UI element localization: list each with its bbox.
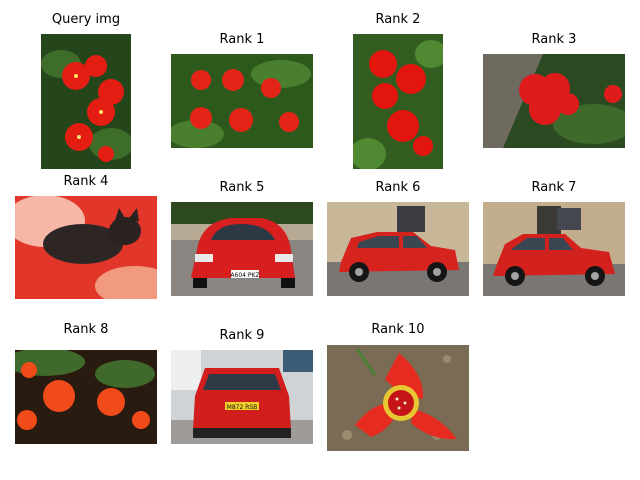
rank-1-caption: Rank 1 — [219, 32, 265, 47]
rank-5-cell: Rank 5 A604 PKZ — [170, 180, 314, 300]
rank-7-cell: Rank 7 — [482, 180, 626, 300]
rank-10-image — [327, 345, 469, 451]
rank-1-cell: Rank 1 — [170, 32, 314, 152]
rank-2-cell: Rank 2 — [348, 12, 448, 172]
rank-8-cell: Rank 8 — [14, 322, 158, 448]
rank-9-image: M872 RSB — [171, 350, 313, 444]
query-cell: Query img — [36, 12, 136, 172]
rank-3-cell: Rank 3 — [482, 32, 626, 152]
rank-5-caption: Rank 5 — [219, 180, 265, 195]
rank-5-image: A604 PKZ — [171, 202, 313, 296]
query-image — [41, 34, 131, 169]
rank-7-image — [483, 202, 625, 296]
rank-8-image — [15, 350, 157, 444]
rank-2-image — [353, 34, 443, 169]
rank-8-caption: Rank 8 — [63, 322, 109, 337]
rank-4-cell: Rank 4 — [14, 174, 158, 300]
rank-2-caption: Rank 2 — [375, 12, 421, 27]
rank-9-plate: M872 RSB — [227, 404, 258, 411]
rank-6-image — [327, 202, 469, 296]
rank-5-plate: A604 PKZ — [230, 272, 259, 279]
rank-10-caption: Rank 10 — [371, 322, 425, 337]
rank-9-cell: Rank 9 M872 RSB — [170, 328, 314, 450]
rank-10-cell: Rank 10 — [326, 322, 470, 454]
query-caption: Query img — [51, 12, 121, 27]
rank-6-caption: Rank 6 — [375, 180, 421, 195]
rank-3-caption: Rank 3 — [531, 32, 577, 47]
rank-4-image — [15, 196, 157, 299]
rank-1-image — [171, 54, 313, 148]
rank-6-cell: Rank 6 — [326, 180, 470, 300]
rank-4-caption: Rank 4 — [63, 174, 109, 189]
rank-3-image — [483, 54, 625, 148]
rank-9-caption: Rank 9 — [219, 328, 265, 343]
rank-7-caption: Rank 7 — [531, 180, 577, 195]
